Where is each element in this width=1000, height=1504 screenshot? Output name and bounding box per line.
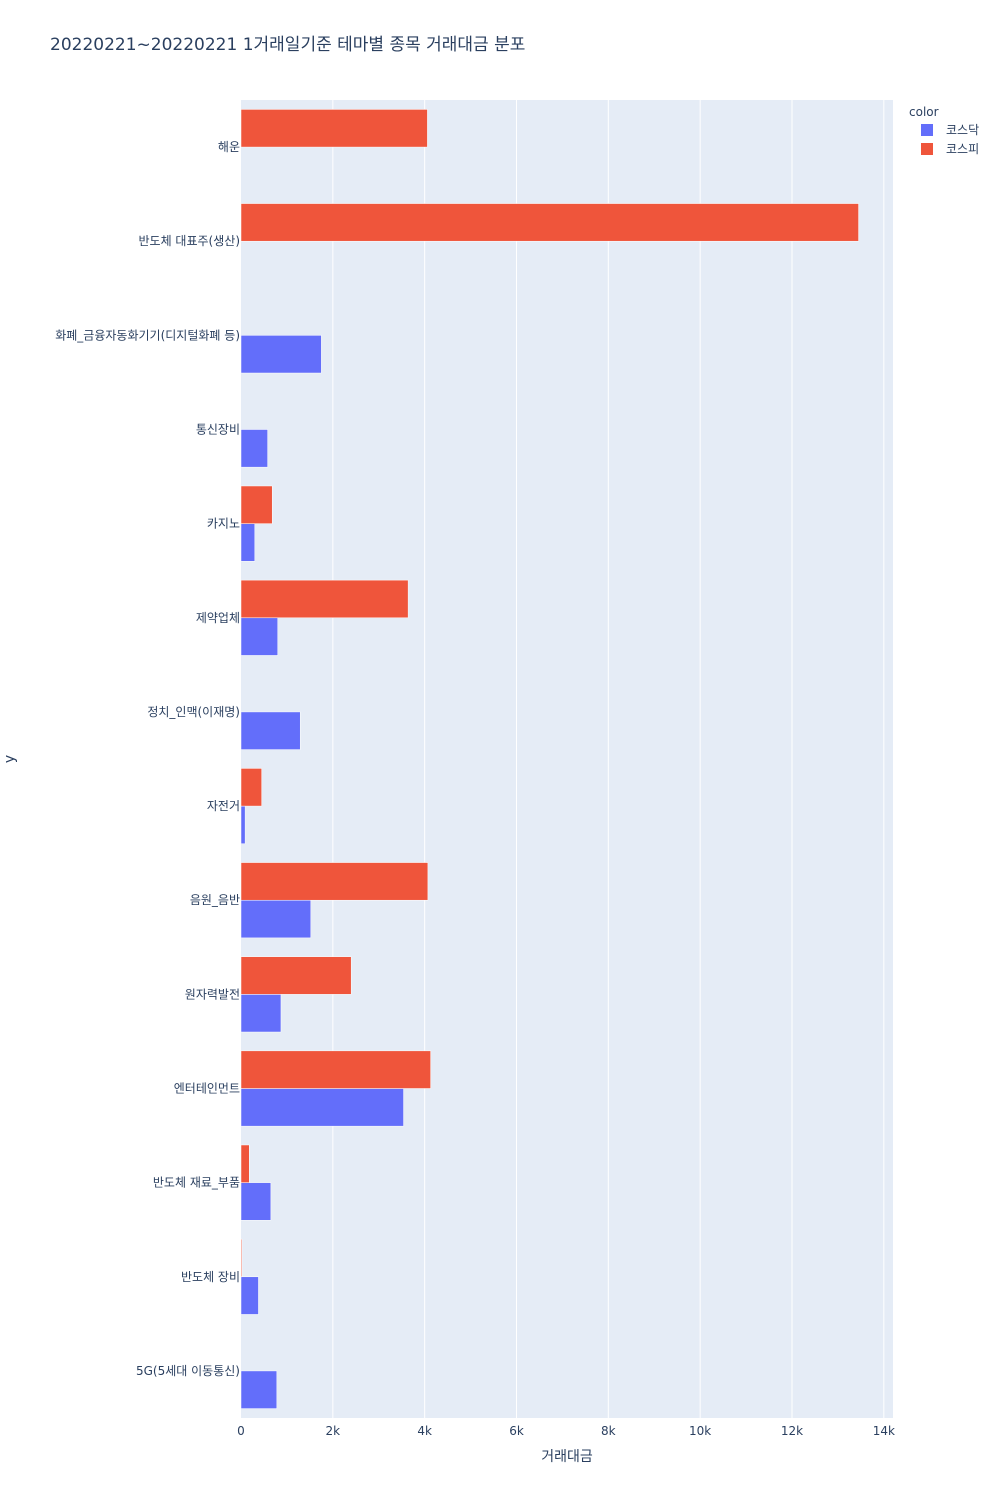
bar-kospi[interactable] bbox=[240, 862, 429, 901]
bar-kosdaq[interactable] bbox=[240, 711, 301, 750]
bar-kospi[interactable] bbox=[240, 203, 859, 242]
y-tick-label: 제약업체 bbox=[196, 610, 240, 625]
grid-lines bbox=[332, 100, 885, 1418]
x-tick-label: 4k bbox=[417, 1424, 432, 1438]
y-tick-label: 정치_인맥(이재명) bbox=[147, 705, 240, 719]
y-tick-label: 음원_음반 bbox=[190, 893, 240, 907]
bar-kospi[interactable] bbox=[240, 485, 273, 524]
x-tick-label: 8k bbox=[601, 1424, 616, 1438]
legend-title: color bbox=[909, 105, 939, 119]
x-axis-label: 거래대금 bbox=[541, 1449, 593, 1465]
bar-kosdaq[interactable] bbox=[240, 429, 268, 468]
y-axis-label: y bbox=[2, 755, 18, 763]
bar-kospi[interactable] bbox=[240, 579, 409, 619]
bar-kospi[interactable] bbox=[240, 768, 262, 807]
legend-label[interactable]: 코스피 bbox=[946, 142, 979, 156]
bar-kosdaq[interactable] bbox=[240, 523, 256, 562]
bar-kospi[interactable] bbox=[240, 956, 352, 995]
y-tick-label: 해운 bbox=[218, 140, 240, 154]
legend-swatch[interactable] bbox=[921, 143, 933, 155]
bars bbox=[240, 109, 859, 1409]
bar-kosdaq[interactable] bbox=[240, 335, 322, 374]
y-tick-label: 반도체 대표주(생산) bbox=[139, 234, 241, 248]
x-tick-label: 10k bbox=[689, 1424, 711, 1438]
bar-kosdaq[interactable] bbox=[240, 899, 312, 939]
bar-kosdaq[interactable] bbox=[240, 994, 282, 1033]
y-tick-label: 자전거 bbox=[207, 799, 240, 813]
plot-background bbox=[241, 100, 893, 1418]
bar-kospi[interactable] bbox=[240, 1238, 243, 1278]
x-tick-label: 2k bbox=[326, 1424, 341, 1438]
bar-kospi[interactable] bbox=[240, 109, 428, 148]
y-tick-label: 반도체 재료_부품 bbox=[153, 1176, 240, 1190]
bar-kosdaq[interactable] bbox=[240, 1276, 259, 1315]
x-tick-label: 6k bbox=[509, 1424, 524, 1438]
x-tick-labels: 0 2k 4k 6k 8k 10k 12k 14k bbox=[237, 1424, 895, 1438]
y-tick-label: 반도체 장비 bbox=[181, 1270, 240, 1284]
x-tick-label: 0 bbox=[237, 1424, 245, 1438]
bar-kospi[interactable] bbox=[240, 1050, 431, 1089]
y-tick-label: 5G(5세대 이동통신) bbox=[136, 1364, 240, 1378]
x-tick-label: 14k bbox=[873, 1424, 895, 1438]
bar-kosdaq[interactable] bbox=[240, 805, 246, 844]
legend-label[interactable]: 코스닥 bbox=[946, 123, 979, 137]
y-tick-label: 엔터테인먼트 bbox=[174, 1082, 240, 1096]
y-tick-label: 통신장비 bbox=[196, 423, 240, 437]
legend-swatch[interactable] bbox=[921, 124, 933, 136]
chart-title: 20220221~20220221 1거래일기준 테마별 종목 거래대금 분포 bbox=[50, 35, 525, 55]
y-tick-label: 화폐_금융자동화기기(디지털화폐 등) bbox=[55, 328, 240, 342]
y-tick-label: 카지노 bbox=[207, 517, 240, 531]
bar-kosdaq[interactable] bbox=[240, 1370, 278, 1409]
x-tick-label: 12k bbox=[781, 1424, 803, 1438]
bar-kosdaq[interactable] bbox=[240, 617, 278, 656]
bar-kosdaq[interactable] bbox=[240, 1088, 404, 1127]
bar-kospi[interactable] bbox=[240, 1144, 250, 1183]
bar-kosdaq[interactable] bbox=[240, 1182, 272, 1221]
y-tick-label: 원자력발전 bbox=[185, 987, 240, 1001]
